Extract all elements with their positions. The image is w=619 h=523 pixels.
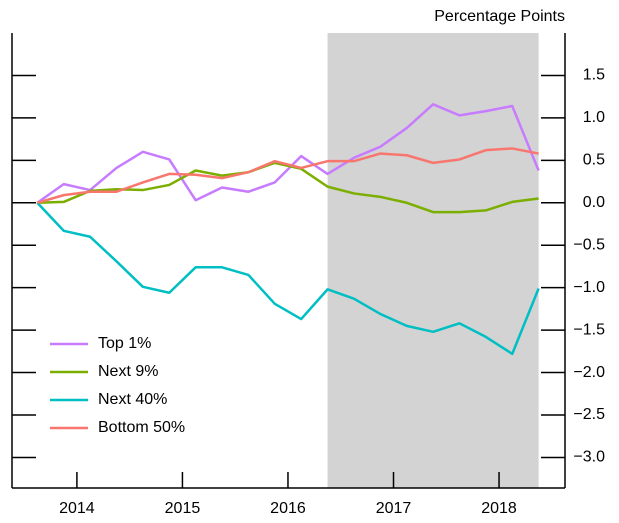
x-tick-label: 2016 bbox=[270, 500, 306, 517]
y-tick-label: 0.0 bbox=[583, 194, 605, 211]
y-tick-label: −3.0 bbox=[573, 449, 605, 466]
series-line bbox=[36, 147, 539, 204]
shaded-region bbox=[327, 33, 539, 488]
y-tick-label: −1.5 bbox=[573, 321, 605, 338]
legend-label: Top 1% bbox=[98, 335, 151, 352]
y-tick-label: −2.0 bbox=[573, 364, 605, 381]
legend-label: Next 9% bbox=[98, 363, 158, 380]
y-tick-label: 1.0 bbox=[583, 109, 605, 126]
legend-label: Bottom 50% bbox=[98, 419, 185, 436]
x-tick-label: 2014 bbox=[59, 500, 95, 517]
x-tick-label: 2018 bbox=[481, 500, 517, 517]
y-tick-label: −0.5 bbox=[573, 236, 605, 253]
y-tick-label: 1.5 bbox=[583, 67, 605, 84]
series-line bbox=[36, 201, 540, 356]
x-tick-label: 2017 bbox=[376, 500, 412, 517]
y-tick-label: 0.5 bbox=[583, 152, 605, 169]
legend-label: Next 40% bbox=[98, 391, 167, 408]
series-line bbox=[36, 103, 540, 204]
x-tick-label: 2015 bbox=[165, 500, 201, 517]
y-axis-title: Percentage Points bbox=[434, 8, 565, 25]
y-tick-label: −1.0 bbox=[573, 279, 605, 296]
y-tick-label: −2.5 bbox=[573, 406, 605, 423]
